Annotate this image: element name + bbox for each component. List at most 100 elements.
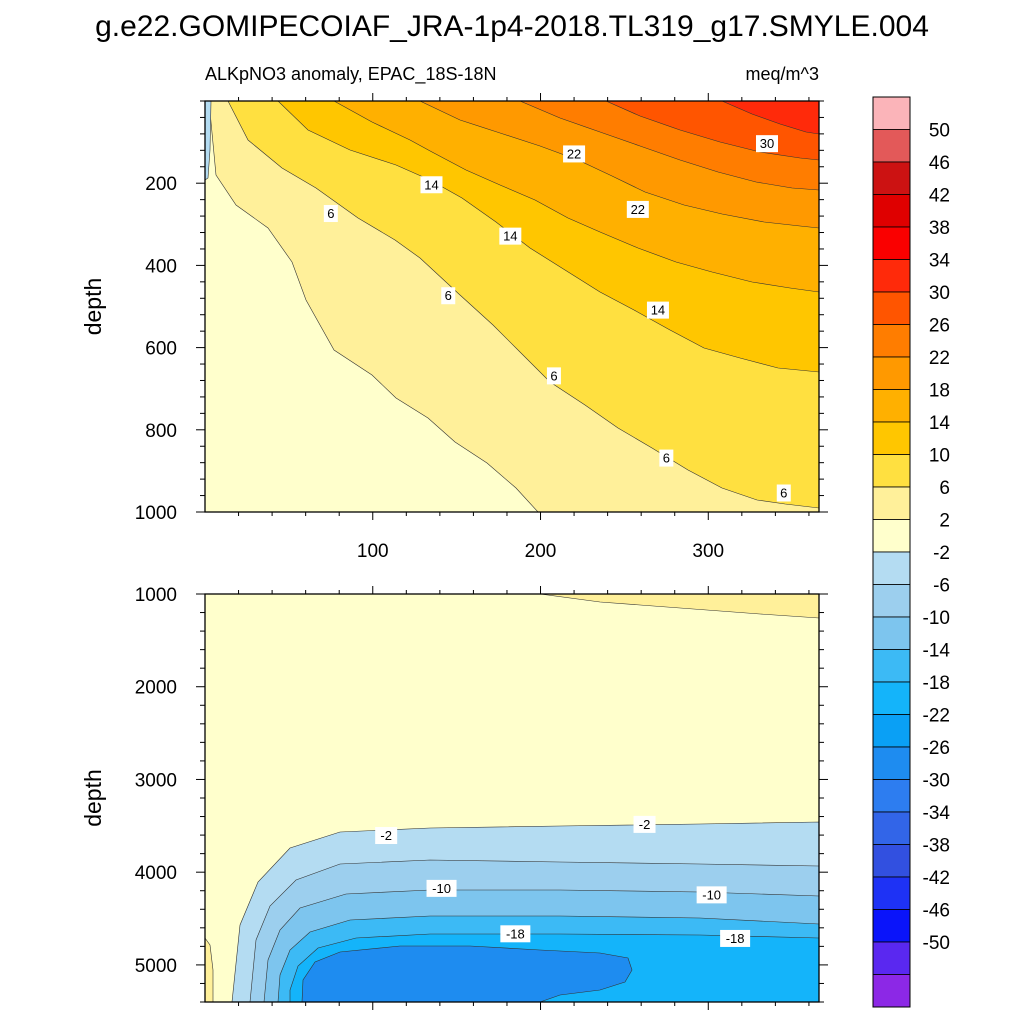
colorbar-label: -26 [923, 738, 950, 759]
colorbar-swatch [872, 161, 911, 195]
upper-fill-left-negative [205, 101, 212, 181]
colorbar-label: 42 [929, 186, 950, 207]
contour-label: 6 [327, 206, 334, 221]
contour-label-box [755, 135, 778, 153]
contour-label-box [375, 827, 398, 845]
contour-label: 14 [503, 229, 517, 244]
contour-label: 14 [651, 303, 665, 318]
x-tick-label: 200 [525, 541, 557, 562]
colorbar-label: -10 [923, 608, 950, 629]
colorbar-label: -50 [923, 933, 950, 954]
colorbar-label: 2 [939, 511, 950, 532]
colorbar-swatch [872, 811, 911, 845]
upper-panel-fills [205, 101, 819, 512]
y-axis-label: depth [80, 769, 106, 827]
colorbar-swatch [872, 974, 911, 1008]
contour-label: 30 [760, 136, 774, 151]
contour-label: 22 [631, 202, 645, 217]
contour-label-box [646, 301, 669, 319]
contour-label: 22 [567, 146, 581, 161]
contour-label: 6 [550, 368, 557, 383]
contour-label: 6 [780, 486, 787, 501]
colorbar-label: 26 [929, 316, 950, 337]
lower-panel-fills [205, 594, 819, 1002]
colorbar-label: -18 [923, 673, 950, 694]
colorbar-swatch [872, 876, 911, 910]
colorbar-label: 34 [929, 251, 951, 272]
colorbar-label: 46 [929, 153, 950, 174]
contour-label: -2 [380, 828, 392, 843]
colorbar-swatch [872, 96, 911, 130]
colorbar-swatch [872, 454, 911, 488]
colorbar-label: 22 [929, 348, 950, 369]
colorbar-swatch [872, 714, 911, 748]
panel-subtitle: ALKpNO3 anomaly, EPAC_18S-18N [205, 64, 496, 85]
x-tick-label: 300 [692, 541, 724, 562]
colorbar-label: -6 [933, 576, 950, 597]
contour-label-box [441, 287, 456, 305]
colorbar-swatch [872, 486, 911, 520]
colorbar-swatch [872, 519, 911, 553]
y-tick-label: 1000 [135, 503, 177, 524]
contour-label-box [776, 484, 791, 502]
y-tick-label: 600 [145, 339, 177, 360]
contour-label: -2 [639, 817, 651, 832]
colorbar-swatch [872, 909, 911, 943]
upper-fill-30-34 [721, 101, 819, 135]
colorbar-swatch [872, 746, 911, 780]
contour-label: -10 [432, 881, 451, 896]
y-tick-label: 800 [145, 421, 177, 442]
contour-label-box [420, 176, 443, 194]
colorbar-swatch [872, 844, 911, 878]
upper-frame [204, 100, 820, 513]
colorbar-label: -34 [923, 803, 951, 824]
colorbar-label: -30 [923, 771, 950, 792]
colorbar-label: -42 [923, 868, 950, 889]
colorbar-label: -14 [923, 641, 951, 662]
colorbar-swatch [872, 194, 911, 228]
colorbar-label: 14 [929, 413, 951, 434]
lower-panel-axes: 1000 2000 3000 4000 5000 depth [80, 585, 828, 1010]
upper-panel-axes: 100 200 300 200 400 600 800 1000 depth [80, 93, 828, 562]
colorbar-label: -22 [923, 706, 950, 727]
colorbar-label: -46 [923, 901, 950, 922]
colorbar-swatch [872, 649, 911, 683]
colorbar-swatch [872, 356, 911, 390]
colorbar-swatch [872, 551, 911, 585]
y-tick-label: 400 [145, 256, 177, 277]
contour-label-box [499, 227, 522, 245]
y-tick-label: 1000 [135, 585, 177, 606]
figure-title: g.e22.GOMIPECOIAF_JRA-1p4-2018.TL319_g17… [95, 10, 929, 43]
contour-label: 14 [424, 177, 438, 192]
colorbar-label: 6 [939, 478, 950, 499]
upper-contour-labels: 6 14 22 30 14 22 6 14 6 6 6 [323, 135, 791, 502]
y-tick-label: 2000 [135, 678, 177, 699]
colorbar-swatch [872, 226, 911, 260]
colorbar-swatch [872, 389, 911, 423]
contour-label: -18 [726, 931, 745, 946]
contour-label: -18 [506, 926, 525, 941]
contour-label-box [426, 879, 457, 897]
contour-label: 6 [663, 451, 670, 466]
colorbar-frame [872, 96, 911, 1008]
lower-contour-labels: -2 -2 -10 -10 -18 -18 [375, 815, 751, 947]
colorbar-swatch [872, 681, 911, 715]
colorbar-label: -2 [933, 543, 950, 564]
x-tick-label: 100 [357, 541, 389, 562]
contour-label-box [626, 200, 649, 218]
y-tick-label: 3000 [135, 770, 177, 791]
colorbar-label: 10 [929, 446, 950, 467]
lower-fill-left-edge-2 [205, 937, 214, 1002]
units-label: meq/m^3 [746, 64, 819, 84]
colorbar-swatch [872, 584, 911, 618]
contour-label-box [633, 815, 656, 833]
colorbar-label: 18 [929, 381, 950, 402]
lower-fill-2-6 [539, 594, 819, 619]
colorbar-swatch [872, 291, 911, 325]
y-axis-label: depth [80, 278, 106, 336]
contour-label-box [720, 929, 751, 947]
contour-label: -10 [702, 887, 721, 902]
contour-label-box [500, 925, 531, 943]
colorbar-label: 38 [929, 218, 950, 239]
